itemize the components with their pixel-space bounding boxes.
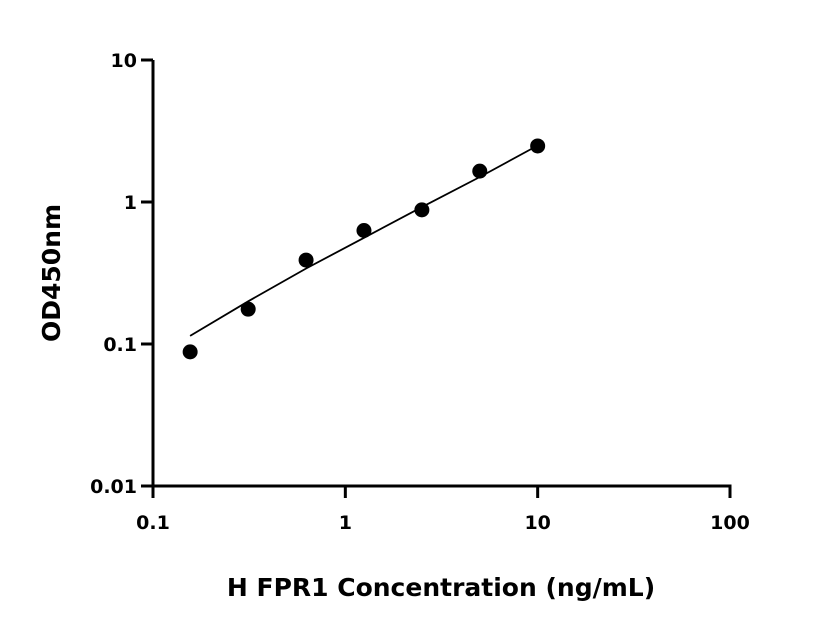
y-tick-label: 10 <box>111 50 137 72</box>
data-point <box>472 163 488 179</box>
x-tick-label: 0.1 <box>136 512 170 534</box>
data-points <box>182 138 546 360</box>
x-tick-label: 1 <box>339 512 352 534</box>
y-axis-label: OD450nm <box>37 204 66 342</box>
y-tick-label: 0.1 <box>103 334 137 356</box>
data-point <box>414 202 430 218</box>
data-point <box>182 344 198 360</box>
axes: 0.1 1 10 100 0.01 0.1 1 10 <box>90 50 750 534</box>
data-point <box>530 138 546 154</box>
data-point <box>240 301 256 317</box>
x-axis-label: H FPR1 Concentration (ng/mL) <box>227 573 655 602</box>
y-tick-label: 1 <box>124 192 137 214</box>
y-tick-label: 0.01 <box>90 476 137 498</box>
data-point <box>356 222 372 238</box>
x-tick-label: 100 <box>710 512 750 534</box>
data-point <box>298 252 314 268</box>
x-tick-label: 10 <box>524 512 550 534</box>
